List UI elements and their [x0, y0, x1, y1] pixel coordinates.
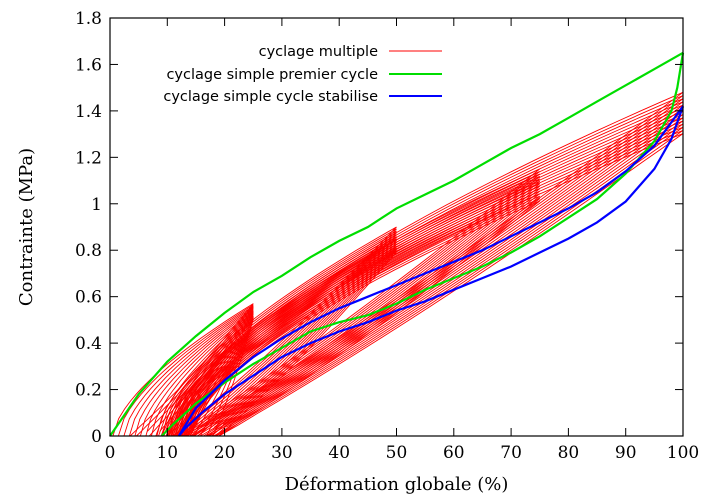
- legend: cyclage multiple cyclage simple premier …: [163, 44, 442, 105]
- premier-cycle-line-loading: [109, 51, 684, 437]
- legend-label-premier-cycle: cyclage simple premier cycle: [166, 67, 378, 83]
- y-tick-label: 1.8: [75, 9, 102, 29]
- legend-label-cyclage-multiple: cyclage multiple: [259, 44, 378, 60]
- cyclage-multiple-cycle: [187, 198, 541, 437]
- cyclage-multiple-curves: [112, 91, 684, 437]
- cyclage-multiple-cycle: [184, 123, 684, 437]
- x-tick-labels: 0 10 20 30 40 50 60 70 80 90 100: [105, 443, 700, 463]
- legend-label-cycle-stabilise: cyclage simple cycle stabilise: [163, 89, 378, 105]
- axis-ticks: [109, 17, 684, 437]
- y-tick-label: 0.2: [75, 381, 102, 401]
- y-axis-label: Contrainte (MPa): [16, 148, 37, 306]
- cycle-stabilise-curve: [177, 105, 685, 437]
- y-tick-label: 0.6: [75, 288, 102, 308]
- cyclage-multiple-cycle: [167, 175, 541, 437]
- cyclage-multiple-cycle: [172, 180, 541, 437]
- x-tick-label: 50: [386, 443, 408, 463]
- x-tick-label: 30: [271, 443, 293, 463]
- x-tick-label: 40: [328, 443, 350, 463]
- x-axis-label: Déformation globale (%): [285, 474, 509, 495]
- y-tick-labels: 0 0.2 0.4 0.6 0.8 1 1.2 1.4 1.6 1.8: [75, 9, 102, 447]
- cyclage-multiple-cycle: [158, 228, 397, 437]
- cyclage-multiple-cycle: [117, 304, 254, 437]
- cyclage-multiple-cycle: [174, 183, 541, 437]
- x-tick-label: 10: [156, 443, 178, 463]
- y-tick-label: 1.6: [75, 55, 102, 75]
- cycle-stabilise-line-loading: [177, 105, 684, 437]
- x-tick-label: 100: [667, 443, 699, 463]
- cyclage-multiple-cycle: [160, 230, 397, 437]
- cyclage-multiple-cycle: [167, 315, 254, 437]
- y-tick-label: 1: [91, 195, 102, 215]
- x-tick-label: 90: [615, 443, 637, 463]
- cyclage-multiple-cycle: [175, 107, 684, 437]
- y-tick-label: 1.4: [75, 102, 102, 122]
- y-tick-label: 0: [91, 427, 102, 447]
- cyclage-multiple-cycle: [165, 173, 541, 437]
- x-tick-label: 60: [443, 443, 465, 463]
- x-tick-label: 80: [558, 443, 580, 463]
- x-tick-label: 70: [500, 443, 522, 463]
- cycle-stabilise-line-unloading: [177, 105, 685, 437]
- y-tick-label: 1.2: [75, 148, 102, 168]
- x-tick-label: 0: [105, 443, 116, 463]
- x-tick-label: 20: [214, 443, 236, 463]
- cyclage-multiple-cycle: [155, 226, 397, 437]
- cyclage-multiple-cycle: [185, 195, 541, 437]
- y-tick-label: 0.4: [75, 334, 102, 354]
- cyclage-multiple-cycle: [169, 178, 541, 437]
- cyclage-multiple-cycle: [166, 91, 684, 437]
- y-tick-label: 0.8: [75, 241, 102, 261]
- cyclage-multiple-cycle: [161, 168, 541, 437]
